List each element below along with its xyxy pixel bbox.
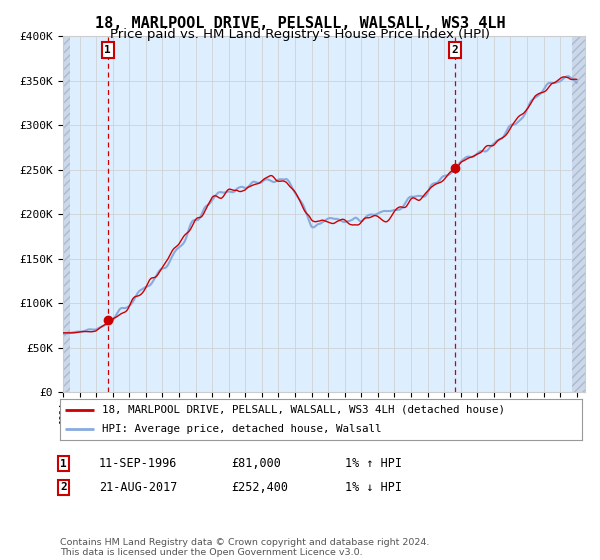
Text: 18, MARLPOOL DRIVE, PELSALL, WALSALL, WS3 4LH (detached house): 18, MARLPOOL DRIVE, PELSALL, WALSALL, WS… xyxy=(102,405,505,415)
Text: 1: 1 xyxy=(60,459,67,469)
Text: HPI: Average price, detached house, Walsall: HPI: Average price, detached house, Wals… xyxy=(102,424,381,434)
Text: 1: 1 xyxy=(104,45,111,55)
Bar xyxy=(572,36,585,392)
Text: 18, MARLPOOL DRIVE, PELSALL, WALSALL, WS3 4LH: 18, MARLPOOL DRIVE, PELSALL, WALSALL, WS… xyxy=(95,16,505,31)
Text: 2: 2 xyxy=(60,482,67,492)
Text: £252,400: £252,400 xyxy=(231,480,288,494)
Text: 2: 2 xyxy=(452,45,458,55)
Text: Contains HM Land Registry data © Crown copyright and database right 2024.
This d: Contains HM Land Registry data © Crown c… xyxy=(60,538,430,557)
Text: 11-SEP-1996: 11-SEP-1996 xyxy=(99,457,178,470)
Text: 21-AUG-2017: 21-AUG-2017 xyxy=(99,480,178,494)
Text: £81,000: £81,000 xyxy=(231,457,281,470)
Bar xyxy=(63,36,70,392)
Text: 1% ↓ HPI: 1% ↓ HPI xyxy=(345,480,402,494)
Text: 1% ↑ HPI: 1% ↑ HPI xyxy=(345,457,402,470)
Text: Price paid vs. HM Land Registry's House Price Index (HPI): Price paid vs. HM Land Registry's House … xyxy=(110,28,490,41)
